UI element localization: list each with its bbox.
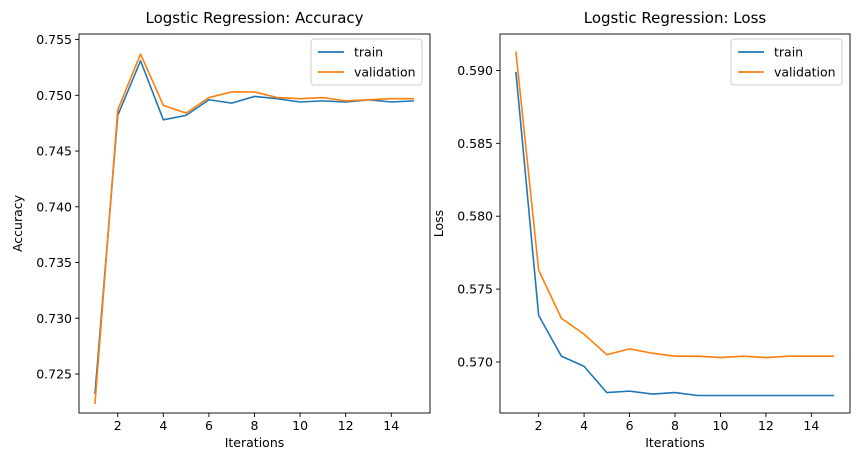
legend-label-validation: validation: [774, 65, 836, 80]
x-tick-label: 6: [205, 418, 213, 433]
legend-box: [730, 38, 843, 86]
x-tick-label: 12: [758, 418, 774, 433]
y-axis-label: Accuracy: [10, 194, 25, 252]
x-tick-label: 4: [580, 418, 588, 433]
x-tick-label: 10: [713, 418, 729, 433]
y-tick-label: 0.740: [36, 199, 72, 214]
legend: train validation: [310, 38, 423, 86]
chart-title: Logstic Regression: Loss: [584, 9, 767, 27]
x-tick-label: 8: [251, 418, 259, 433]
x-tick-label: 6: [626, 418, 634, 433]
legend-box: [310, 38, 423, 86]
y-axis: 0.570 0.575 0.580 0.585 0.590: [457, 63, 500, 369]
legend: train validation: [730, 38, 843, 86]
x-axis-label: Iterations: [645, 435, 705, 450]
y-tick-label: 0.570: [457, 354, 493, 369]
loss-chart: Logstic Regression: Loss 2 4 6 8 10 12 14 0.57…: [431, 9, 851, 450]
x-tick-label: 14: [803, 418, 819, 433]
y-tick-label: 0.725: [36, 366, 72, 381]
legend-label-validation: validation: [354, 65, 416, 80]
y-tick-label: 0.590: [457, 63, 493, 78]
series-lines: [94, 53, 415, 405]
y-tick-label: 0.580: [457, 209, 493, 224]
plot-frame: [78, 33, 431, 414]
x-tick-label: 12: [338, 418, 354, 433]
y-tick-label: 0.585: [457, 136, 493, 151]
y-tick-label: 0.755: [36, 32, 72, 47]
y-tick-label: 0.730: [36, 311, 72, 326]
y-tick-label: 0.575: [457, 282, 493, 297]
x-tick-label: 10: [292, 418, 308, 433]
legend-label-train: train: [354, 45, 383, 60]
series-line-train: [515, 71, 835, 397]
accuracy-chart: Logstic Regression: Accuracy 2 4 6 8 10 12 14 …: [10, 9, 431, 450]
x-tick-label: 2: [114, 418, 122, 433]
x-tick-label: 2: [535, 418, 543, 433]
y-tick-label: 0.735: [36, 255, 72, 270]
y-tick-label: 0.750: [36, 88, 72, 103]
x-tick-label: 14: [383, 418, 399, 433]
x-axis-label: Iterations: [225, 435, 285, 450]
y-axis: 0.725 0.730 0.735 0.740 0.745 0.750 0.755: [36, 32, 79, 381]
y-axis-label: Loss: [431, 210, 446, 237]
series-line-validation: [94, 53, 415, 405]
series-line-validation: [515, 51, 835, 359]
x-tick-label: 8: [671, 418, 679, 433]
y-tick-label: 0.745: [36, 144, 72, 159]
legend-label-train: train: [774, 45, 803, 60]
series-line-train: [94, 59, 415, 395]
series-lines: [515, 51, 835, 397]
x-axis: 2 4 6 8 10 12 14: [114, 413, 399, 433]
x-tick-label: 4: [159, 418, 167, 433]
chart-title: Logstic Regression: Accuracy: [145, 9, 363, 27]
x-axis: 2 4 6 8 10 12 14: [535, 413, 819, 433]
